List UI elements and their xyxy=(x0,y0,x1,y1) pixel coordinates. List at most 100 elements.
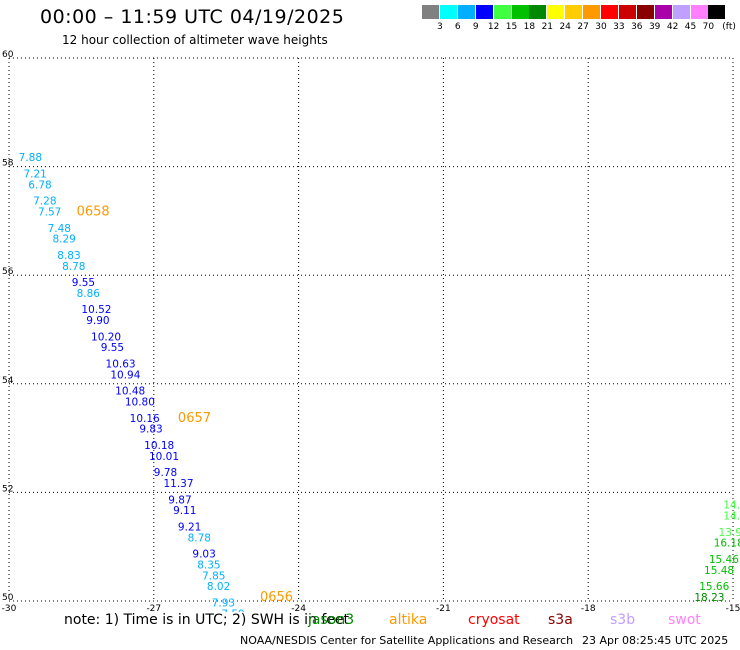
color-swatch xyxy=(654,5,672,19)
color-swatch xyxy=(583,5,601,19)
credit-line: NOAA/NESDIS Center for Satellite Applica… xyxy=(240,634,574,647)
color-scale-label: 18 xyxy=(523,22,536,32)
color-scale-label: 27 xyxy=(577,22,589,32)
color-swatch xyxy=(636,5,654,19)
track-time-label: 0657 xyxy=(178,411,211,426)
color-swatch xyxy=(618,5,636,19)
swh-value-label: 9.11 xyxy=(173,505,196,517)
swh-value-label: 13.93 xyxy=(719,527,740,539)
x-tick-label: -27 xyxy=(146,604,161,612)
swh-value-label: 7.85 xyxy=(202,570,225,582)
color-scale-label: 33 xyxy=(613,22,625,32)
swh-value-label: 8.78 xyxy=(62,261,85,273)
swh-value-label: 9.21 xyxy=(178,521,201,533)
swh-value-label: 10.94 xyxy=(110,369,140,381)
color-scale-label: 9 xyxy=(472,22,479,32)
x-tick-label: -30 xyxy=(2,604,17,612)
satellite-legend-s3b: s3b xyxy=(610,612,636,628)
swh-value-label: 8.78 xyxy=(188,532,211,544)
swh-value-label: 10.01 xyxy=(149,451,179,463)
swh-value-label: 15.66 xyxy=(699,581,729,593)
color-swatch xyxy=(601,5,618,19)
y-tick-label: 60 xyxy=(2,50,14,60)
swh-value-label: 10.48 xyxy=(115,386,145,398)
color-swatch xyxy=(708,5,726,19)
map-plot: -30 -27 -24 -21 -18 -15 60 58 56 54 52 50 7.88 7.216.… xyxy=(2,50,740,612)
swh-value-label: 8.86 xyxy=(77,288,101,300)
swh-value-label: 18.23 xyxy=(694,592,724,604)
y-tick-label: 52 xyxy=(2,484,13,494)
swh-value-label: 8.35 xyxy=(197,559,220,571)
color-scale-label: 36 xyxy=(631,22,643,32)
x-tick-label: -21 xyxy=(436,604,451,612)
swh-value-label: 11.37 xyxy=(163,478,193,490)
swh-value-label: 10.18 xyxy=(144,440,174,452)
color-swatch xyxy=(529,5,547,19)
swh-value-label: 8.83 xyxy=(57,250,80,262)
note-text: note: 1) Time is in UTC; 2) SWH is in fe… xyxy=(64,612,350,628)
color-scale-label: 70 xyxy=(702,22,715,32)
color-scale-label: 12 xyxy=(487,22,500,32)
swh-value-label: 10.20 xyxy=(91,331,121,343)
swh-value-label: 9.87 xyxy=(168,494,191,506)
page-title: 00:00 – 11:59 UTC 04/19/2025 xyxy=(40,6,345,28)
color-scale-label: 21 xyxy=(541,22,554,32)
color-scale-label: 15 xyxy=(505,22,518,32)
swh-value-label: 9.55 xyxy=(72,277,95,289)
color-scale-label: 24 xyxy=(559,22,571,32)
swh-value-label: 9.90 xyxy=(86,315,109,327)
y-tick-label: 56 xyxy=(2,267,14,277)
color-swatch xyxy=(493,5,511,19)
color-swatch xyxy=(439,5,457,19)
swh-value-label: 10.80 xyxy=(125,397,155,409)
color-swatch xyxy=(690,5,708,19)
swh-value-label: 7.93 xyxy=(212,597,235,609)
color-swatch xyxy=(547,5,565,19)
swh-value-label: 10.16 xyxy=(130,413,160,425)
swh-value-label: 10.63 xyxy=(106,359,136,371)
swh-value-label: 7.48 xyxy=(48,223,71,235)
color-swatch xyxy=(422,5,439,19)
track-time-label: 0658 xyxy=(77,204,110,219)
timestamp: 23 Apr 08:25:45 UTC 2025 xyxy=(582,634,729,647)
swh-value-label: 7.21 xyxy=(23,168,46,180)
swh-value-label: 9.78 xyxy=(154,467,177,479)
color-scale-label: 42 xyxy=(666,22,679,32)
color-scale-label: 30 xyxy=(595,22,607,32)
color-scale-unit: (ft) xyxy=(722,22,736,32)
satellite-legend-s3a: s3a xyxy=(548,612,573,628)
swh-value-label: 15.48 xyxy=(704,565,734,577)
x-tick-label: -15 xyxy=(726,604,740,612)
swh-value-label: 9.03 xyxy=(192,549,215,561)
swh-value-label: 8.02 xyxy=(207,581,230,593)
satellite-legend-cryosat: cryosat xyxy=(468,612,520,628)
color-swatch xyxy=(511,5,529,19)
swh-value-label: 16.18 xyxy=(714,538,740,550)
y-tick-label: 54 xyxy=(2,376,14,386)
track-time-label: 0656 xyxy=(260,590,293,605)
swh-value-label: 7.59 xyxy=(221,608,244,612)
footer-notes: note: 1) Time is in UTC; 2) SWH is in fe… xyxy=(0,612,740,632)
satellite-legend-swot: swot xyxy=(668,612,701,628)
x-tick-label: -18 xyxy=(581,604,596,612)
y-tick-label: 50 xyxy=(2,593,14,603)
page-subtitle: 12 hour collection of altimeter wave hei… xyxy=(62,33,328,47)
satellite-legend-jason3: jason3 xyxy=(308,612,355,628)
color-swatch xyxy=(457,5,475,19)
color-scale-label: 45 xyxy=(684,22,697,32)
swh-value-label: 8.29 xyxy=(52,234,75,246)
color-swatch xyxy=(672,5,690,19)
swh-value-label: 7.88 xyxy=(19,152,42,164)
swh-value-label: 7.57 xyxy=(38,206,61,218)
satellite-legend-altika: altika xyxy=(389,612,428,628)
swh-value-label: 15.46 xyxy=(709,554,739,566)
swh-value-label: 10.52 xyxy=(81,304,111,316)
color-swatch xyxy=(565,5,583,19)
swh-value-label: 14.93 xyxy=(723,511,740,523)
color-scale-label: 3 xyxy=(437,22,443,32)
swh-value-label: 9.55 xyxy=(101,342,124,354)
color-scale-label: 6 xyxy=(454,22,461,32)
swh-value-label: 7.28 xyxy=(33,196,56,208)
y-tick-label: 58 xyxy=(2,159,14,169)
swh-value-label: 6.78 xyxy=(28,179,51,191)
